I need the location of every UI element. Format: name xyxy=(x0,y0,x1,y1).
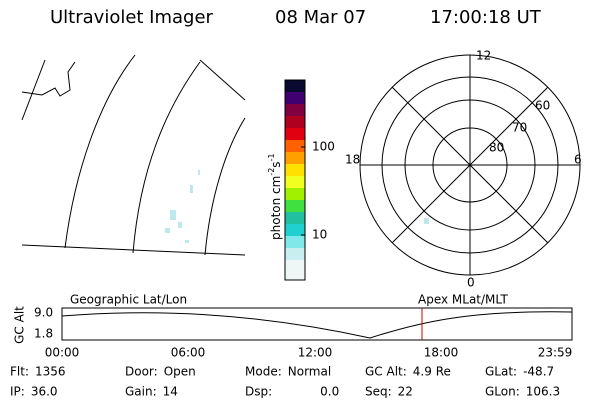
info-label: Mode: xyxy=(245,365,282,379)
info-label: GC Alt: xyxy=(365,365,407,379)
colorbar-tick: 10 xyxy=(312,228,327,242)
lat-label: 70 xyxy=(512,121,527,135)
orbit-x-tick: 06:00 xyxy=(171,346,206,360)
orbit-y-tick: 1.8 xyxy=(34,327,53,341)
info-value: Normal xyxy=(288,365,331,379)
info-label: Seq: xyxy=(365,385,392,399)
geographic-map xyxy=(21,54,246,256)
info-label: GLon: xyxy=(485,385,520,399)
polar-plot: 12 18 6 0 60 70 80 xyxy=(345,49,582,290)
mlt-label: 0 xyxy=(467,276,475,290)
orbit-left-label: Geographic Lat/Lon xyxy=(70,293,187,307)
orbit-x-tick: 23:59 xyxy=(538,346,573,360)
info-value: 106.3 xyxy=(526,385,560,399)
orbit-x-tick: 00:00 xyxy=(45,346,80,360)
info-label: IP: xyxy=(10,385,25,399)
info-value: Open xyxy=(164,365,196,379)
orbit-plot: Geographic Lat/Lon Apex MLat/MLT GC Alt … xyxy=(13,293,573,360)
info-value: 36.0 xyxy=(31,385,58,399)
lat-label: 60 xyxy=(535,99,550,113)
orbit-x-tick: 12:00 xyxy=(298,346,333,360)
orbit-x-tick: 18:00 xyxy=(424,346,459,360)
orbit-right-label: Apex MLat/MLT xyxy=(418,293,508,307)
orbit-axis-label: GC Alt xyxy=(13,306,27,344)
mlt-label: 18 xyxy=(345,153,360,167)
time: 17:00:18 UT xyxy=(430,7,542,28)
info-value: 4.9 Re xyxy=(413,365,451,379)
colorbar-tick: 100 xyxy=(312,140,335,154)
info-label: Gain: xyxy=(125,385,157,399)
info-label: Door: xyxy=(125,365,158,379)
colorbar-label: photon cm-2s-1 xyxy=(267,153,283,240)
info-value: 0.0 xyxy=(320,385,339,399)
info-label: Dsp: xyxy=(245,385,272,399)
orbit-y-tick: 9.0 xyxy=(34,306,53,320)
title: Ultraviolet Imager xyxy=(50,7,214,28)
date: 08 Mar 07 xyxy=(275,7,366,28)
mlt-label: 6 xyxy=(574,153,582,167)
info-value: 1356 xyxy=(35,365,66,379)
info-label: GLat: xyxy=(485,365,517,379)
info-value: 14 xyxy=(163,385,178,399)
mlt-label: 12 xyxy=(476,49,491,63)
info-panel: Flt: 1356 Door: Open Mode: Normal GC Alt: 4.9 R… xyxy=(10,365,560,399)
info-value: 22 xyxy=(398,385,413,399)
info-value: -48.7 xyxy=(523,365,554,379)
lat-label: 80 xyxy=(489,141,504,155)
info-label: Flt: xyxy=(10,365,29,379)
colorbar: 100 10 photon cm-2s-1 xyxy=(267,79,335,281)
